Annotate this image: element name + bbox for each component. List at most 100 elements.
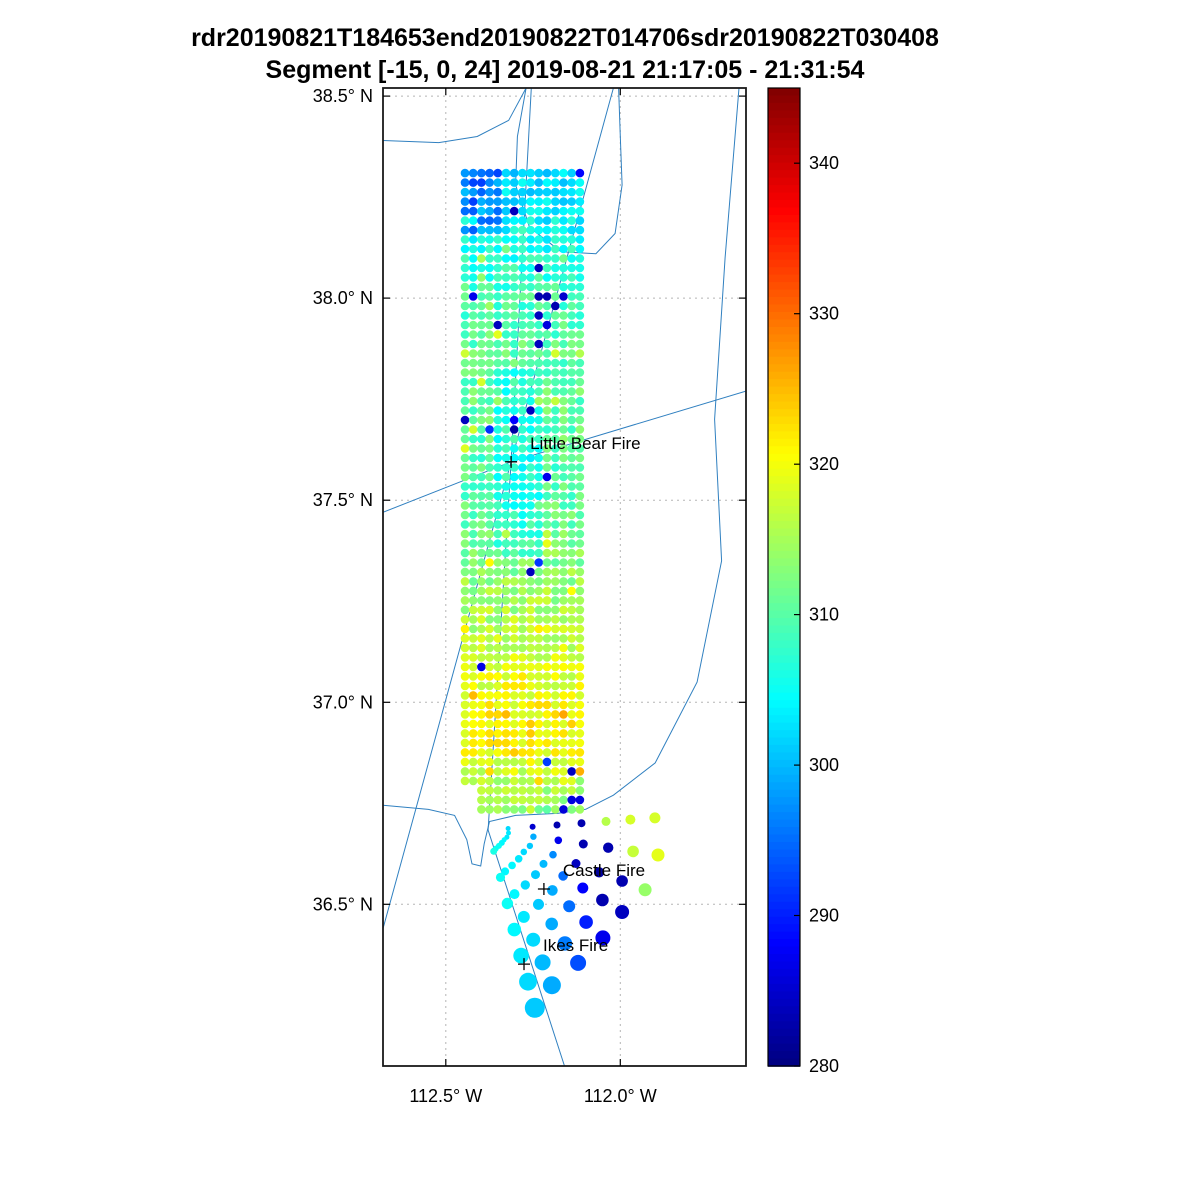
- swath-point: [477, 776, 486, 786]
- swath-point: [542, 586, 552, 596]
- swath-point: [518, 653, 527, 662]
- swath-point: [509, 377, 519, 387]
- swath-point: [534, 548, 544, 558]
- plume-point: [531, 870, 540, 880]
- swath-point: [551, 197, 560, 206]
- swath-point: [477, 168, 486, 178]
- swath-point: [559, 282, 568, 292]
- swath-point: [575, 406, 585, 415]
- swath-point: [526, 168, 535, 178]
- swath-point: [575, 330, 585, 339]
- swath-point: [542, 311, 552, 320]
- swath-point: [567, 729, 576, 738]
- colorbar-segment: [768, 88, 800, 97]
- swath-point: [575, 235, 585, 244]
- swath-point: [493, 225, 503, 235]
- swath-point: [559, 453, 568, 463]
- swath-point: [542, 434, 552, 444]
- swath-point: [493, 187, 503, 197]
- swath-point: [468, 187, 478, 197]
- swath-point: [567, 577, 576, 586]
- swath-point: [477, 178, 486, 187]
- swath-point: [551, 539, 560, 548]
- swath-point: [485, 501, 494, 510]
- swath-point: [509, 662, 519, 672]
- swath-point: [493, 757, 503, 767]
- lat-tick-label: 37.5° N: [313, 490, 373, 510]
- swath-point: [468, 558, 478, 567]
- swath-point: [526, 548, 535, 558]
- colorbar-segment: [768, 394, 800, 403]
- swath-point: [485, 510, 494, 520]
- swath-point: [526, 339, 535, 349]
- swath-point: [526, 197, 535, 206]
- swath-point: [501, 653, 511, 662]
- axis-tick-labels: 38.5° N 38.0° N 37.5° N 37.0° N 36.5° N 112.5…: [313, 86, 657, 1106]
- lat-tick-label: 36.5° N: [313, 894, 373, 914]
- swath-point: [460, 415, 470, 425]
- swath-point: [534, 453, 544, 463]
- swath-point: [460, 482, 470, 491]
- swath-point: [493, 596, 503, 605]
- swath-point: [460, 776, 470, 786]
- swath-point: [493, 282, 503, 292]
- swath-point: [559, 520, 568, 529]
- fire-marker-cross: [518, 958, 531, 971]
- swath-point: [526, 187, 535, 197]
- swath-point: [559, 377, 568, 387]
- swath-point: [567, 444, 576, 453]
- swath-point: [551, 358, 560, 368]
- swath-point: [485, 605, 494, 615]
- plume-point: [529, 823, 536, 830]
- swath-point: [477, 786, 486, 795]
- swath-point: [493, 434, 503, 444]
- colorbar-segment: [768, 640, 800, 649]
- swath-point: [468, 453, 478, 463]
- swath-point: [468, 472, 478, 482]
- title-line-1: rdr20190821T184653end20190822T014706sdr2…: [191, 24, 939, 52]
- swath-point: [559, 425, 568, 434]
- fire-label: Little Bear Fire: [530, 434, 641, 453]
- swath-point: [551, 292, 560, 301]
- swath-point: [534, 700, 544, 710]
- swath-point: [575, 567, 585, 577]
- swath-point: [526, 396, 535, 406]
- swath-point: [575, 244, 585, 254]
- swath-point: [485, 444, 494, 453]
- swath-point: [526, 292, 535, 301]
- colorbar-segment: [768, 976, 800, 985]
- colorbar-segment: [768, 1013, 800, 1023]
- swath-point: [477, 387, 486, 396]
- swath-point: [542, 216, 552, 225]
- swath-point: [509, 206, 519, 216]
- swath-point: [509, 710, 519, 719]
- swath-point: [534, 387, 544, 396]
- swath-point: [468, 624, 478, 634]
- swath-point: [485, 757, 494, 767]
- swath-point: [551, 510, 560, 520]
- swath-point: [485, 282, 494, 292]
- swath-point: [460, 757, 470, 767]
- swath-point: [534, 197, 544, 206]
- swath-point: [518, 244, 527, 254]
- swath-point: [551, 710, 560, 719]
- swath-point: [468, 567, 478, 577]
- swath-point: [509, 795, 519, 805]
- colorbar-segment: [768, 102, 800, 112]
- swath-point: [575, 586, 585, 596]
- swath-point: [518, 710, 527, 719]
- swath-point: [501, 776, 511, 786]
- colorbar-segment: [768, 535, 800, 545]
- swath-point: [518, 320, 527, 330]
- colorbar-segment: [768, 983, 800, 993]
- swath-point: [559, 605, 568, 615]
- swath-point: [551, 643, 560, 653]
- plume-point: [603, 842, 614, 853]
- swath-point: [468, 273, 478, 282]
- swath-point: [575, 472, 585, 482]
- swath-point: [575, 681, 585, 691]
- swath-point: [501, 729, 511, 738]
- swath-point: [501, 368, 511, 377]
- swath-point: [468, 377, 478, 387]
- colorbar-segment: [768, 715, 800, 724]
